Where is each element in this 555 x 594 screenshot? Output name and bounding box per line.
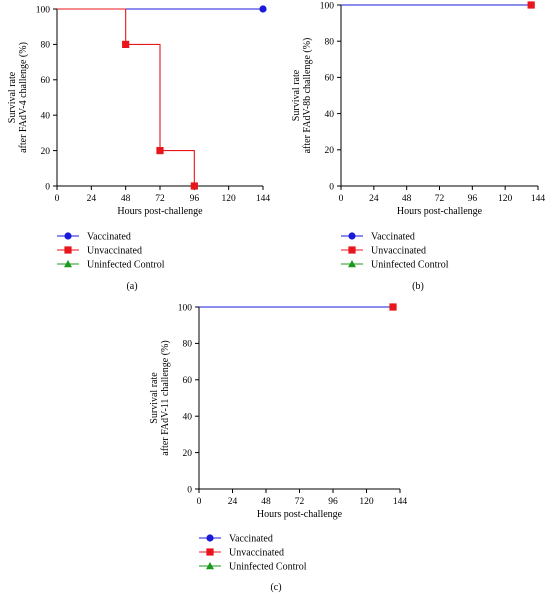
y-tick-label: 40 <box>183 413 193 423</box>
y-axis-title-line1: Survival rate <box>291 69 302 121</box>
y-tick-label: 80 <box>325 38 335 48</box>
y-tick-label: 100 <box>36 5 51 15</box>
legend-marker-triangle <box>348 260 356 268</box>
x-tick-label: 24 <box>369 194 379 204</box>
y-axis-title-line2: after FAdV-8b challenge (%) <box>302 38 313 154</box>
data-point-unvaccinated <box>156 147 164 155</box>
x-tick-label: 72 <box>155 194 165 204</box>
y-tick-label: 60 <box>183 376 193 386</box>
data-point-unvaccinated <box>527 1 535 9</box>
y-tick-label: 80 <box>41 41 51 51</box>
x-tick-label: 144 <box>393 497 408 507</box>
data-point-vaccinated <box>259 5 267 13</box>
y-axis-title-line2: after FAdV-4 challenge (%) <box>18 42 29 153</box>
data-point-unvaccinated <box>122 40 130 48</box>
y-tick-label: 20 <box>325 146 335 156</box>
x-tick-label: 0 <box>55 194 60 204</box>
x-axis-title: Hours post-challenge <box>117 206 203 217</box>
data-point-unvaccinated <box>190 182 198 190</box>
x-tick-label: 24 <box>87 194 97 204</box>
y-tick-label: 100 <box>320 1 335 11</box>
y-axis-title-line2: after FAdV-11 challenge (%) <box>160 340 171 455</box>
y-tick-label: 40 <box>41 112 51 122</box>
legend-label: Vaccinated <box>371 232 415 243</box>
x-tick-label: 144 <box>531 194 546 204</box>
legend-label: Uninfected Control <box>229 562 307 573</box>
legend-label: Unvaccinated <box>229 548 284 559</box>
legend-marker-square <box>348 246 356 254</box>
x-tick-label: 96 <box>190 194 200 204</box>
y-tick-label: 60 <box>325 74 335 84</box>
legend-label: Uninfected Control <box>371 260 449 271</box>
chart-panel-b: 0 20 40 60 80 100 0 24 48 72 96 120 144 Hours post-ch… <box>291 1 545 292</box>
y-tick-label: 0 <box>45 182 50 192</box>
legend-label: Unvaccinated <box>87 246 142 257</box>
panel-label: (a) <box>126 281 137 292</box>
x-tick-label: 0 <box>197 497 202 507</box>
panel-label: (c) <box>270 582 281 593</box>
legend-marker-triangle <box>206 562 214 570</box>
x-tick-label: 48 <box>121 194 131 204</box>
x-tick-label: 24 <box>228 497 238 507</box>
legend-label: Uninfected Control <box>87 260 165 271</box>
legend-marker-triangle <box>64 260 72 268</box>
x-tick-label: 120 <box>498 194 513 204</box>
x-tick-label: 48 <box>402 194 412 204</box>
x-axis-title: Hours post-challenge <box>257 509 343 520</box>
data-point-unvaccinated <box>389 303 397 311</box>
y-tick-label: 80 <box>183 340 193 350</box>
legend-marker-circle <box>348 232 356 240</box>
panel-label: (b) <box>412 281 424 292</box>
y-tick-label: 0 <box>329 182 334 192</box>
x-tick-label: 120 <box>222 194 237 204</box>
x-tick-label: 0 <box>339 194 344 204</box>
y-axis-title-line1: Survival rate <box>149 372 160 424</box>
x-tick-label: 120 <box>359 497 374 507</box>
y-tick-label: 100 <box>178 303 193 313</box>
x-axis-title: Hours post-challenge <box>397 206 483 217</box>
legend-marker-square <box>64 246 72 254</box>
x-tick-label: 96 <box>468 194 478 204</box>
x-tick-label: 144 <box>256 194 271 204</box>
x-tick-label: 96 <box>328 497 338 507</box>
legend-marker-circle <box>206 534 214 542</box>
chart-panel-a: 0 20 40 60 80 100 0 24 48 72 96 120 144 Hours post-ch… <box>7 5 270 292</box>
legend-label: Vaccinated <box>87 232 131 243</box>
legend-label: Vaccinated <box>229 534 273 545</box>
x-tick-label: 72 <box>435 194 445 204</box>
y-axis-title-line1: Survival rate <box>7 71 18 123</box>
y-tick-label: 40 <box>325 110 335 120</box>
y-tick-label: 20 <box>41 147 51 157</box>
x-tick-label: 48 <box>261 497 271 507</box>
y-tick-label: 60 <box>41 76 51 86</box>
x-tick-label: 72 <box>295 497 305 507</box>
chart-panel-c: 0 20 40 60 80 100 0 24 48 72 96 120 144 Hours post-ch… <box>149 303 407 593</box>
legend-marker-square <box>206 548 214 556</box>
series-line-unvaccinated <box>57 8 195 186</box>
legend-label: Unvaccinated <box>371 246 426 257</box>
y-tick-label: 20 <box>183 449 193 459</box>
legend-marker-circle <box>64 232 72 240</box>
y-tick-label: 0 <box>187 485 192 495</box>
